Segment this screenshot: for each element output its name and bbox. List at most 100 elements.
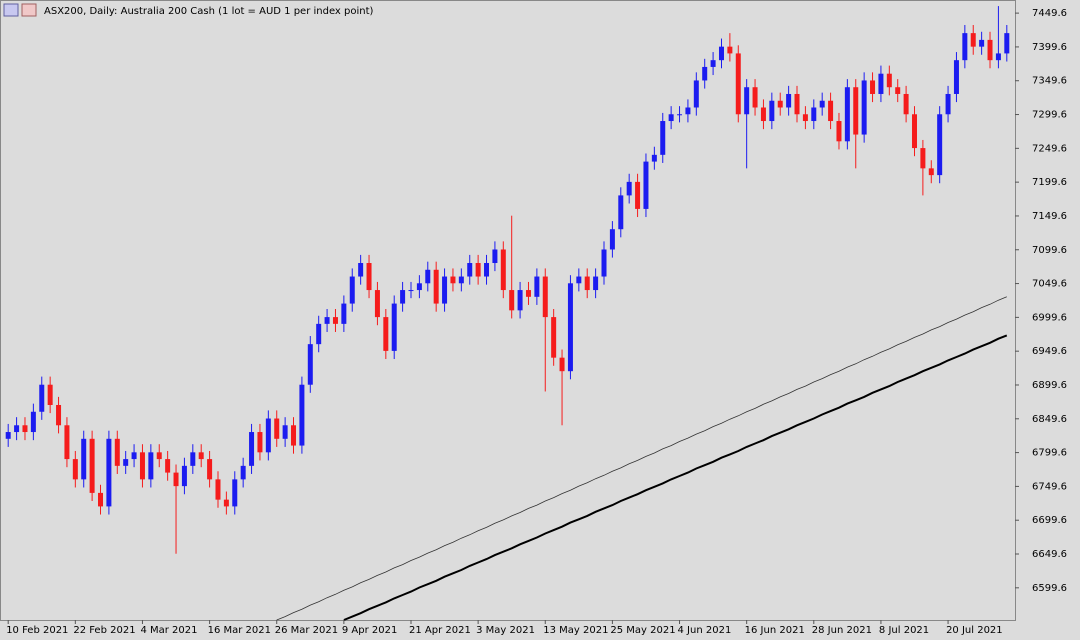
candle-body	[366, 263, 372, 291]
candle-body	[249, 432, 255, 466]
y-tick-label: 7349.6	[1032, 76, 1067, 87]
x-tick-label: 16 Jun 2021	[745, 625, 805, 636]
candle-body	[207, 459, 213, 480]
candle-body	[559, 357, 565, 372]
candle-body	[5, 432, 11, 439]
x-tick-label: 21 Apr 2021	[409, 625, 471, 636]
candle-body	[542, 276, 548, 318]
x-tick-label: 28 Jun 2021	[812, 625, 872, 636]
candle-body	[593, 276, 599, 291]
candle-body	[668, 114, 674, 122]
candle-body	[651, 154, 657, 162]
candle-body	[567, 283, 573, 372]
candle-body	[643, 161, 649, 209]
y-tick-label: 6849.6	[1032, 414, 1067, 425]
y-tick-label: 7299.6	[1032, 110, 1067, 121]
x-tick-label: 16 Mar 2021	[208, 625, 271, 636]
candle-body	[442, 276, 448, 304]
candle-body	[727, 46, 733, 54]
candle-body	[735, 53, 741, 115]
candle-body	[509, 290, 515, 311]
y-tick-label: 6749.6	[1032, 481, 1067, 492]
candle-body	[760, 107, 766, 122]
candle-body	[198, 452, 204, 460]
candle-body	[660, 121, 666, 155]
candle-body	[962, 33, 968, 61]
candle-body	[626, 181, 632, 196]
moving-average-line	[276, 296, 1007, 621]
candle-body	[853, 87, 859, 135]
y-tick-label: 6949.6	[1032, 346, 1067, 357]
candle-body	[240, 465, 246, 480]
candle-body	[47, 384, 53, 405]
x-tick-label: 8 Jul 2021	[879, 625, 929, 636]
candle-body	[391, 303, 397, 351]
candle-body	[332, 317, 338, 324]
candle-body	[383, 317, 389, 351]
candle-body	[467, 263, 473, 277]
y-tick-label: 6799.6	[1032, 448, 1067, 459]
candle-body	[106, 438, 112, 507]
candle-body	[39, 384, 45, 412]
x-tick-label: 3 May 2021	[476, 625, 535, 636]
candle-body	[215, 479, 221, 500]
window-icon	[21, 3, 37, 17]
y-tick-label: 6649.6	[1032, 549, 1067, 560]
candle-body	[828, 100, 834, 122]
y-tick-label: 7049.6	[1032, 279, 1067, 290]
candle-body	[953, 60, 959, 94]
candle-body	[400, 290, 406, 304]
candle-body	[139, 452, 145, 480]
candle-body	[886, 73, 892, 88]
x-tick-label: 25 May 2021	[610, 625, 675, 636]
candle-body	[752, 87, 758, 108]
candle-body	[165, 459, 171, 473]
plot-frame	[0, 0, 1016, 621]
candle-body	[156, 452, 162, 460]
candle-body	[551, 317, 557, 358]
x-tick-label: 4 Jun 2021	[678, 625, 732, 636]
candle-body	[811, 107, 817, 122]
x-tick-label: 20 Jul 2021	[946, 625, 1003, 636]
x-tick-label: 4 Mar 2021	[140, 625, 197, 636]
candle-body	[710, 60, 716, 67]
candle-body	[30, 411, 36, 433]
candle-body	[970, 33, 976, 47]
candle-body	[844, 87, 850, 142]
candle-body	[584, 276, 590, 291]
candle-body	[601, 249, 607, 277]
candle-body	[911, 114, 917, 149]
candle-body	[14, 425, 20, 433]
candle-body	[937, 114, 943, 176]
candle-body	[408, 290, 414, 292]
candle-body	[895, 87, 901, 94]
candle-body	[416, 283, 422, 291]
y-tick-label: 7399.6	[1032, 42, 1067, 53]
candle-body	[81, 438, 87, 480]
candle-body	[265, 418, 271, 453]
candle-body	[995, 53, 1001, 61]
candle-body	[341, 303, 347, 324]
y-tick-label: 6999.6	[1032, 312, 1067, 323]
x-tick-label: 10 Feb 2021	[6, 625, 68, 636]
candle-body	[685, 107, 691, 115]
y-tick-label: 7149.6	[1032, 211, 1067, 222]
candle-body	[316, 323, 322, 345]
candle-body	[299, 384, 305, 446]
candle-body	[618, 195, 624, 230]
candle-body	[291, 425, 297, 446]
candle-body	[702, 66, 708, 81]
candle-body	[358, 263, 364, 277]
candle-body	[920, 148, 926, 169]
x-tick-label: 9 Apr 2021	[342, 625, 397, 636]
candle-body	[190, 452, 196, 466]
candle-body	[72, 459, 78, 480]
candle-body	[374, 290, 380, 318]
candle-body	[274, 418, 280, 439]
candle-body	[878, 73, 884, 94]
candle-body	[786, 93, 792, 108]
candle-body	[475, 263, 481, 277]
candle-body	[148, 452, 154, 480]
y-tick-label: 7199.6	[1032, 177, 1067, 188]
